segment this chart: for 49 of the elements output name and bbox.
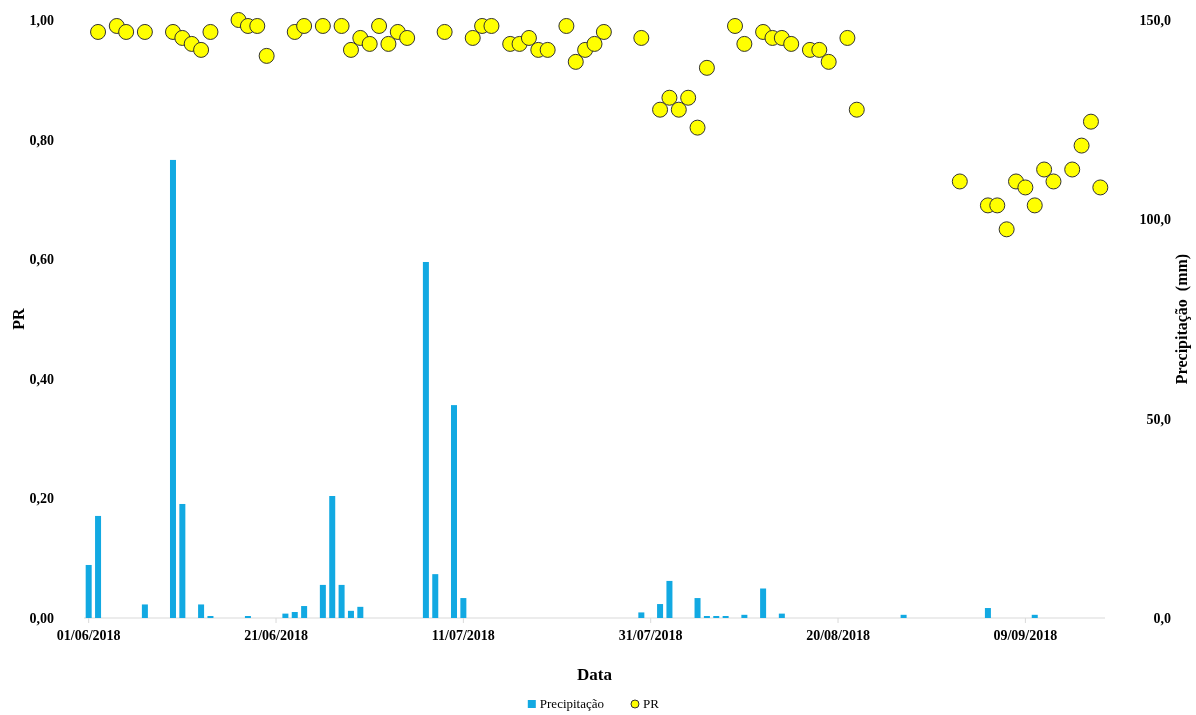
bar (760, 588, 767, 618)
bar (460, 598, 467, 618)
y2-tick-label: 150,0 (1139, 13, 1171, 28)
y2-tick-label: 50,0 (1146, 411, 1171, 427)
bar (329, 496, 336, 618)
bar (357, 606, 364, 618)
x-tick-label: 01/06/2018 (56, 628, 121, 643)
bar (95, 515, 102, 618)
y-tick-label: 0,60 (29, 252, 54, 268)
bar (741, 614, 748, 618)
bar (638, 612, 645, 618)
x-axis-title: Data (577, 665, 613, 684)
bar (778, 613, 785, 618)
bar (141, 604, 148, 618)
y-tick-label: 1,00 (29, 13, 54, 28)
x-tick-label: 11/07/2018 (431, 628, 495, 643)
y2-tick-label: 0,0 (1153, 611, 1171, 626)
bar (900, 614, 907, 618)
bar (657, 604, 664, 618)
bar (198, 604, 205, 618)
bar (301, 606, 308, 618)
x-tick-label: 20/08/2018 (806, 628, 870, 643)
bar (319, 584, 326, 618)
bar (666, 580, 673, 618)
y-tick-label: 0,40 (29, 371, 54, 387)
y2-tick-label: 100,0 (1139, 212, 1171, 228)
legend-label: PR (643, 696, 660, 711)
bar (179, 503, 186, 618)
x-tick-label: 09/09/2018 (993, 628, 1058, 643)
bar (347, 610, 354, 618)
legend-label: Precipitação (539, 696, 605, 711)
bar (169, 159, 176, 618)
y-axis-title: PR (10, 307, 27, 330)
bar (282, 613, 289, 618)
y2-axis-title: Precipitação (mm) (1173, 253, 1191, 385)
bar (694, 598, 701, 618)
bar (432, 574, 439, 618)
bar (1031, 614, 1038, 618)
bar (984, 608, 991, 618)
y-tick-label: 0,00 (29, 611, 54, 626)
y-tick-label: 0,80 (29, 132, 54, 148)
x-tick-label: 31/07/2018 (618, 628, 683, 643)
bar (338, 584, 345, 618)
y-tick-label: 0,20 (29, 491, 54, 507)
bar (422, 261, 429, 618)
x-tick-label: 21/06/2018 (244, 628, 308, 643)
bar (291, 612, 298, 618)
bar (451, 405, 457, 618)
bar (85, 564, 92, 618)
